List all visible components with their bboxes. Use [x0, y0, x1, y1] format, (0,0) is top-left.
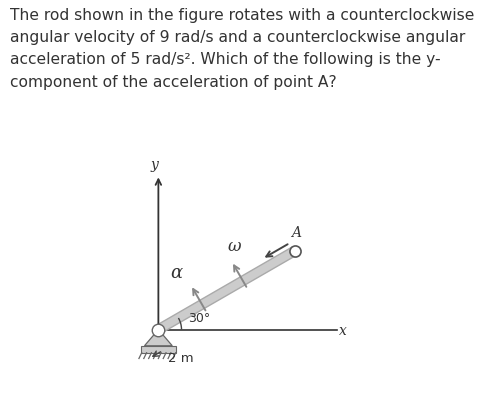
Text: 30°: 30°: [188, 312, 211, 325]
Polygon shape: [156, 247, 297, 334]
Polygon shape: [144, 330, 172, 346]
Text: ω: ω: [227, 238, 241, 255]
Text: α: α: [171, 265, 183, 282]
Text: x: x: [339, 324, 347, 338]
Text: 2 m: 2 m: [168, 352, 193, 365]
Text: The rod shown in the figure rotates with a counterclockwise
angular velocity of : The rod shown in the figure rotates with…: [10, 8, 474, 90]
Text: y: y: [151, 158, 159, 172]
Bar: [141, 346, 176, 353]
Text: A: A: [291, 227, 301, 241]
